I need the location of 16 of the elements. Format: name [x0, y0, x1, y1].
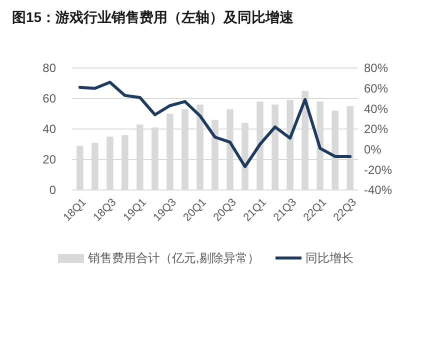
- y-tick-label: 60: [42, 92, 56, 106]
- chart-title: 图15：游戏行业销售费用（左轴）及同比增速: [12, 9, 295, 25]
- y2-tick-label: 80%: [364, 61, 388, 76]
- y-tick-label: 0: [49, 183, 56, 198]
- y2-tick-label: 40%: [364, 102, 388, 116]
- line-series: [78, 80, 352, 168]
- y2-tick-label: 0%: [364, 142, 382, 157]
- y-tick-label: 40: [42, 122, 56, 136]
- y2-tick-label: -40%: [364, 183, 392, 198]
- y2-tick-label: 20%: [364, 122, 388, 136]
- y2-tick-label: -20%: [364, 162, 392, 177]
- legend-label: 销售费用合计（亿元,剔除异常）: [87, 251, 260, 266]
- y-tick-label: 20: [42, 152, 56, 167]
- legend-label: 同比增长: [306, 251, 354, 266]
- y2-tick-label: 60%: [364, 82, 388, 96]
- y-tick-label: 80: [42, 61, 56, 76]
